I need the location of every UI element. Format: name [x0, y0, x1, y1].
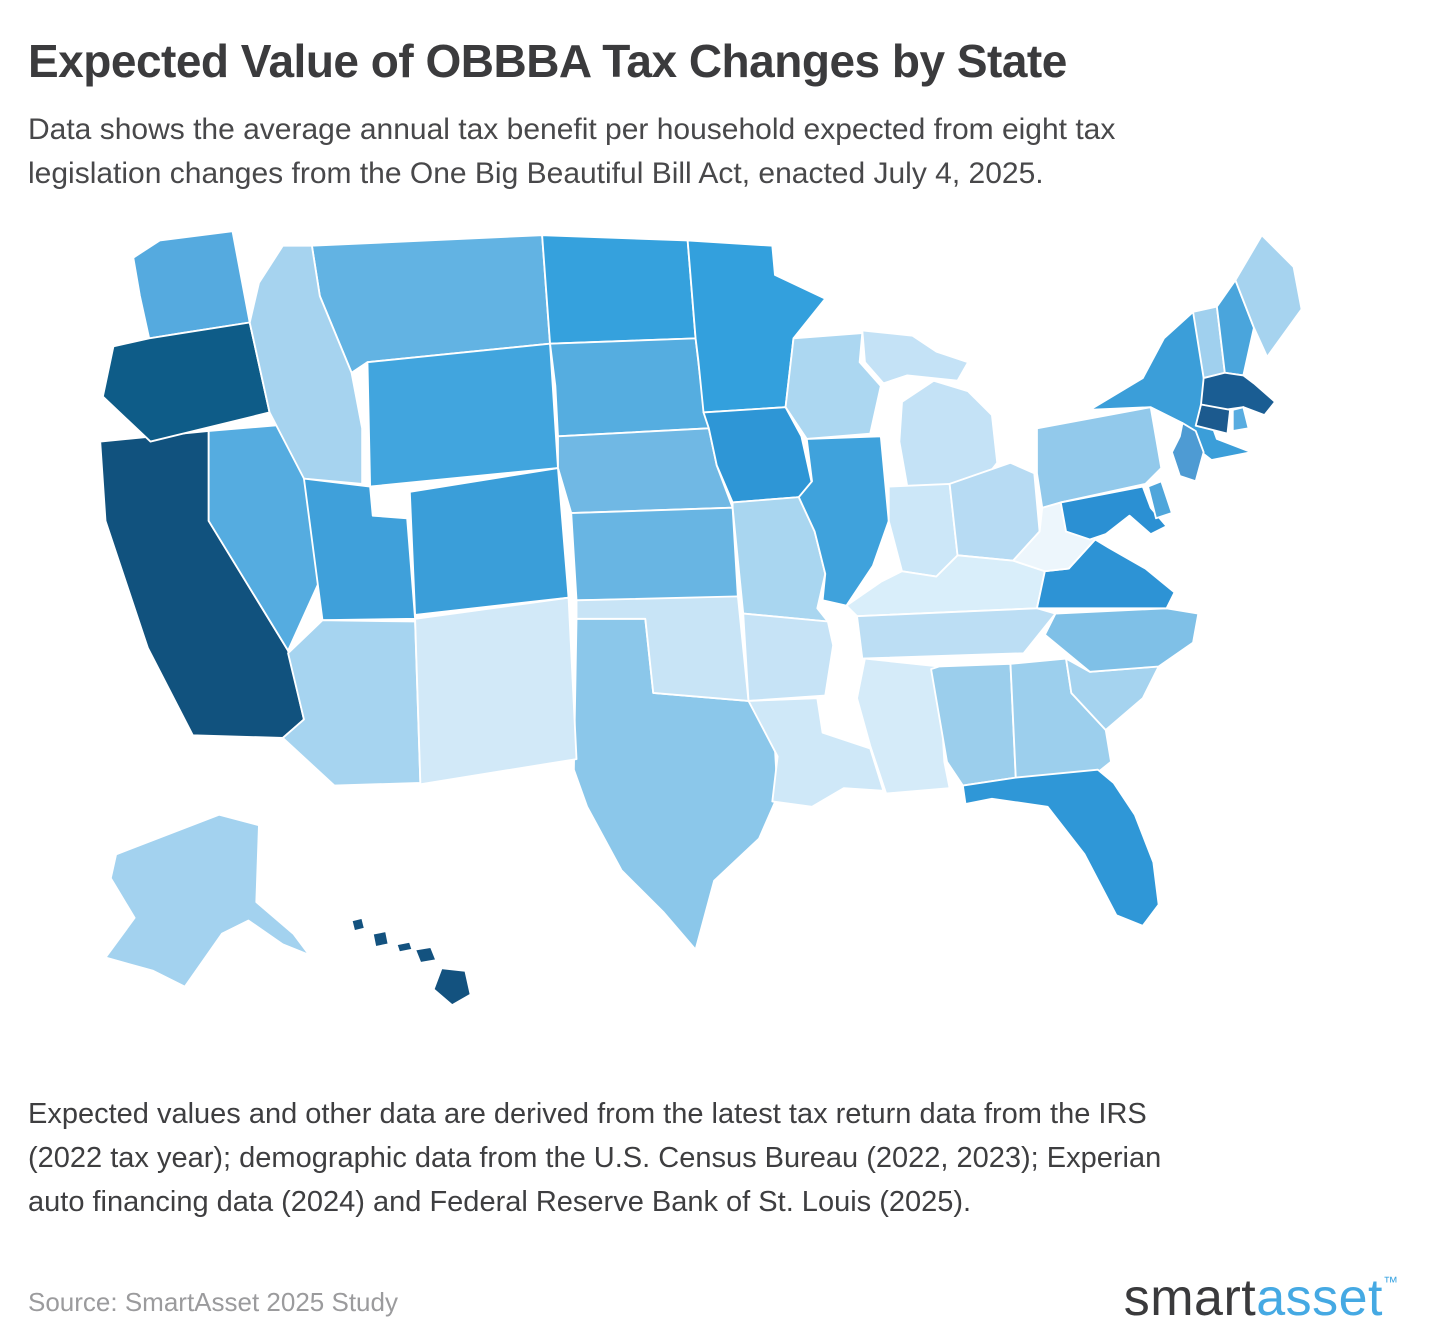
- state-north-carolina: [1043, 607, 1200, 673]
- state-hawaii: [350, 916, 472, 1007]
- subtitle-line-1: Data shows the average annual tax benefi…: [28, 113, 1116, 146]
- state-michigan-lower: [898, 379, 999, 488]
- hawaii-molokai: [395, 940, 414, 954]
- hawaii-oahu: [371, 930, 390, 948]
- logo-trademark: ™: [1383, 1274, 1398, 1291]
- state-indiana: [887, 482, 959, 578]
- header: Expected Value of OBBBA Tax Changes by S…: [0, 0, 1440, 196]
- state-louisiana: [747, 697, 885, 808]
- state-illinois: [797, 435, 890, 607]
- state-florida: [961, 768, 1160, 927]
- state-nebraska: [557, 427, 734, 514]
- logo-asset-text: asset: [1256, 1269, 1383, 1327]
- state-pennsylvania: [1036, 406, 1163, 509]
- state-south-dakota: [549, 337, 710, 438]
- state-connecticut: [1194, 403, 1232, 435]
- state-arizona: [281, 619, 422, 787]
- state-wyoming: [366, 342, 559, 488]
- page-subtitle: Data shows the average annual tax benefi…: [28, 108, 1412, 196]
- hawaii-kauai: [350, 916, 366, 933]
- state-delaware: [1147, 480, 1173, 520]
- state-idaho: [248, 244, 364, 485]
- footnote-line-3: auto financing data (2024) and Federal R…: [28, 1186, 972, 1218]
- subtitle-line-2: legislation changes from the One Big Bea…: [28, 157, 1044, 190]
- hawaii-maui: [414, 946, 438, 964]
- footnote-line-2: (2022 tax year); demographic data from t…: [28, 1142, 1162, 1174]
- state-rhode-island: [1231, 406, 1250, 432]
- state-michigan-upper: [861, 329, 970, 385]
- state-tennessee: [856, 607, 1057, 660]
- us-map-svg: [99, 230, 1303, 1007]
- state-oregon: [101, 321, 271, 443]
- state-alaska: [104, 813, 311, 988]
- hawaii-big-island: [432, 967, 472, 1007]
- state-utah: [303, 477, 417, 622]
- us-choropleth-map: [20, 214, 1350, 1074]
- state-north-dakota: [541, 234, 697, 345]
- page-title: Expected Value of OBBBA Tax Changes by S…: [28, 35, 1067, 87]
- state-maryland: [1059, 485, 1168, 541]
- bottom-row: Source: SmartAsset 2025 Study smartasset…: [28, 1272, 1398, 1324]
- state-maine: [1234, 234, 1303, 358]
- state-new-jersey: [1170, 422, 1205, 483]
- state-new-mexico: [414, 596, 578, 786]
- state-arkansas: [742, 612, 835, 702]
- states-layer: [99, 230, 1303, 1007]
- state-kansas: [570, 506, 739, 602]
- state-colorado: [408, 467, 570, 616]
- state-wisconsin: [784, 332, 882, 440]
- smartasset-logo: smartasset™: [1124, 1272, 1398, 1324]
- state-washington: [132, 230, 251, 340]
- state-oklahoma: [575, 595, 750, 702]
- logo-smart-text: smart: [1123, 1269, 1257, 1327]
- footnote-line-1: Expected values and other data are deriv…: [28, 1098, 1147, 1130]
- methodology-footnote: Expected values and other data are deriv…: [28, 1092, 1412, 1224]
- source-credit: Source: SmartAsset 2025 Study: [28, 1287, 398, 1317]
